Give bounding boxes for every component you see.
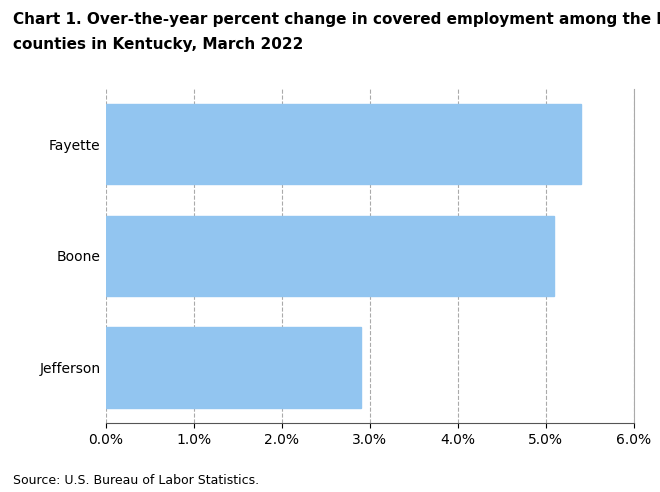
Bar [106, 327, 361, 408]
Bar [106, 215, 554, 296]
Bar [106, 104, 581, 184]
Text: counties in Kentucky, March 2022: counties in Kentucky, March 2022 [13, 37, 304, 52]
Text: Source: U.S. Bureau of Labor Statistics.: Source: U.S. Bureau of Labor Statistics. [13, 474, 259, 487]
Text: Chart 1. Over-the-year percent change in covered employment among the largest: Chart 1. Over-the-year percent change in… [13, 12, 660, 27]
